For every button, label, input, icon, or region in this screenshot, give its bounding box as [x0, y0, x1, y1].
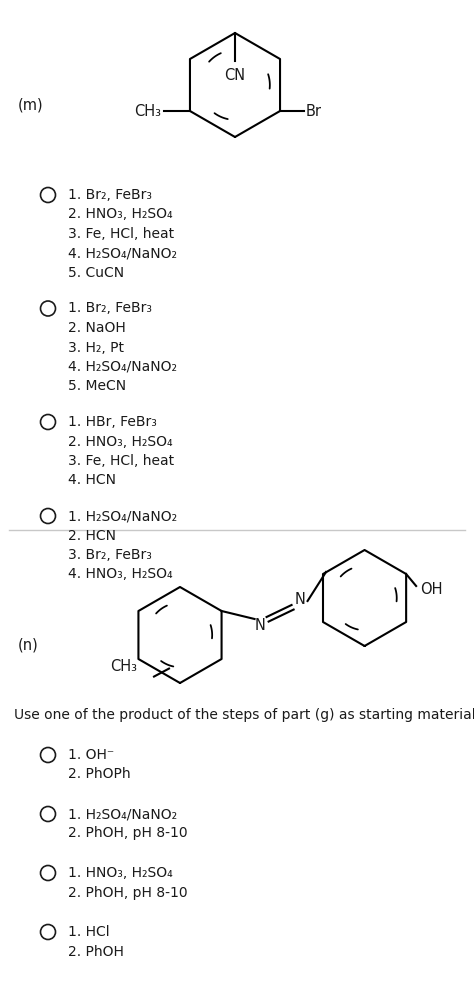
Text: 1. Br₂, FeBr₃: 1. Br₂, FeBr₃ [68, 302, 152, 315]
Text: 2. HNO₃, H₂SO₄: 2. HNO₃, H₂SO₄ [68, 434, 173, 448]
Text: 2. HCN: 2. HCN [68, 529, 116, 543]
Text: Use one of the product of the steps of part (g) as starting material.: Use one of the product of the steps of p… [14, 708, 474, 722]
Text: 4. HNO₃, H₂SO₄: 4. HNO₃, H₂SO₄ [68, 567, 173, 581]
Text: 2. NaOH: 2. NaOH [68, 321, 126, 335]
Text: 2. HNO₃, H₂SO₄: 2. HNO₃, H₂SO₄ [68, 207, 173, 221]
Text: 2. PhOH: 2. PhOH [68, 944, 124, 958]
Text: CH₃: CH₃ [110, 659, 137, 675]
Text: 4. H₂SO₄/NaNO₂: 4. H₂SO₄/NaNO₂ [68, 246, 177, 261]
Text: N: N [294, 591, 305, 606]
Text: 1. H₂SO₄/NaNO₂: 1. H₂SO₄/NaNO₂ [68, 509, 177, 523]
Text: 1. OH⁻: 1. OH⁻ [68, 748, 114, 762]
Text: Br: Br [306, 103, 322, 118]
Text: CH₃: CH₃ [134, 103, 161, 118]
Text: 4. H₂SO₄/NaNO₂: 4. H₂SO₄/NaNO₂ [68, 360, 177, 374]
Text: OH: OH [420, 582, 443, 597]
Text: 3. Fe, HCl, heat: 3. Fe, HCl, heat [68, 454, 174, 468]
Text: 3. Br₂, FeBr₃: 3. Br₂, FeBr₃ [68, 548, 152, 562]
Text: 1. HNO₃, H₂SO₄: 1. HNO₃, H₂SO₄ [68, 866, 173, 880]
Text: 3. Fe, HCl, heat: 3. Fe, HCl, heat [68, 227, 174, 241]
Text: 5. MeCN: 5. MeCN [68, 380, 126, 394]
Text: 1. HBr, FeBr₃: 1. HBr, FeBr₃ [68, 415, 157, 429]
Text: 4. HCN: 4. HCN [68, 473, 116, 487]
Text: N: N [254, 617, 265, 633]
Text: (m): (m) [18, 97, 44, 112]
Text: 1. H₂SO₄/NaNO₂: 1. H₂SO₄/NaNO₂ [68, 807, 177, 821]
Text: 1. Br₂, FeBr₃: 1. Br₂, FeBr₃ [68, 188, 152, 202]
Text: 2. PhOH, pH 8-10: 2. PhOH, pH 8-10 [68, 886, 188, 900]
Text: 5. CuCN: 5. CuCN [68, 266, 124, 280]
Text: 1. HCl: 1. HCl [68, 925, 109, 939]
Text: CN: CN [224, 68, 246, 83]
Text: (n): (n) [18, 638, 39, 653]
Text: 3. H₂, Pt: 3. H₂, Pt [68, 340, 124, 354]
Text: 2. PhOPh: 2. PhOPh [68, 768, 131, 782]
Text: 2. PhOH, pH 8-10: 2. PhOH, pH 8-10 [68, 826, 188, 840]
